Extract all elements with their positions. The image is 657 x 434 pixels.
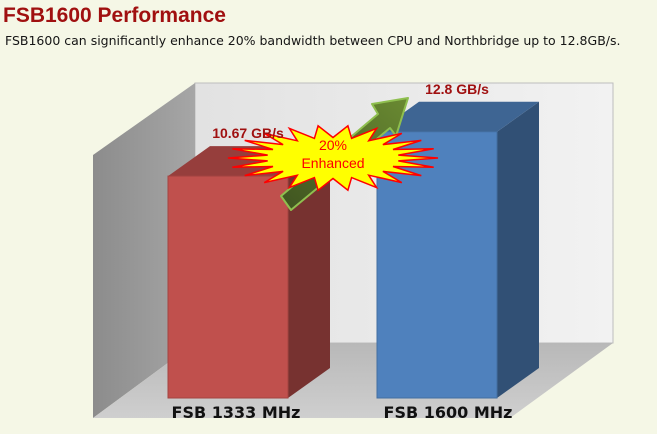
value-label-2: 12.8 GB/s — [425, 81, 489, 97]
bar-front-face — [376, 131, 498, 399]
bar-top-face — [377, 101, 539, 132]
bar-2 — [376, 101, 539, 399]
labels-layer: 10.67 GB/s FSB 1333 MHz 12.8 GB/s FSB 1600 … — [172, 81, 513, 422]
page-subtitle: FSB1600 can significantly enhance 20% ba… — [5, 33, 621, 48]
enhancement-callout: 20% Enhanced — [227, 124, 439, 192]
value-label-1: 10.67 GB/s — [212, 125, 284, 141]
bar-side-face — [497, 101, 539, 398]
bar-front-face — [167, 175, 289, 399]
callout-line-2: Enhanced — [301, 155, 364, 171]
page-title: FSB1600 Performance — [3, 4, 226, 27]
starburst-icon — [227, 124, 439, 192]
category-label-1: FSB 1333 MHz — [172, 403, 301, 422]
bar-side-face — [288, 146, 330, 398]
category-label-2: FSB 1600 MHz — [384, 403, 513, 422]
callout-line-1: 20% — [319, 137, 347, 153]
